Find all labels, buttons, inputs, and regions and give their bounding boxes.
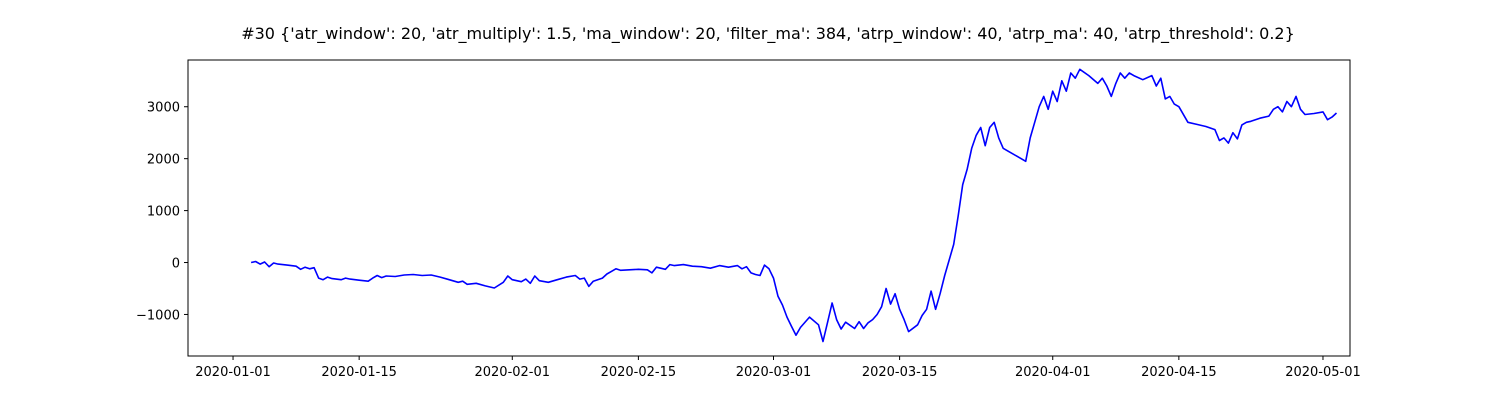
x-tick-label: 2020-03-01 xyxy=(736,365,812,380)
series-layer xyxy=(250,68,1338,343)
y-tick-label: 1000 xyxy=(147,205,180,220)
y-axis: −1000 0 1000 2000 3000 xyxy=(136,101,188,323)
x-tick-label: 2020-01-01 xyxy=(195,365,271,380)
x-tick-label: 2020-03-15 xyxy=(862,365,938,380)
y-tick-label: −1000 xyxy=(136,308,180,323)
x-tick-label: 2020-05-01 xyxy=(1285,365,1361,380)
plot-frame xyxy=(187,59,1351,357)
series-line-0 xyxy=(250,68,1338,343)
x-tick-label: 2020-04-15 xyxy=(1141,365,1217,380)
y-tick-label: 2000 xyxy=(147,153,180,168)
x-axis: 2020-01-01 2020-01-15 2020-02-01 2020-02-15… xyxy=(195,356,1361,380)
y-tick-label: 3000 xyxy=(147,101,180,116)
chart-title: #30 {'atr_window': 20, 'atr_multiply': 1… xyxy=(241,24,1295,44)
x-tick-label: 2020-02-15 xyxy=(601,365,677,380)
x-tick-label: 2020-02-01 xyxy=(474,365,550,380)
x-tick-label: 2020-01-15 xyxy=(321,365,397,380)
x-tick-label: 2020-04-01 xyxy=(1015,365,1091,380)
y-tick-label: 0 xyxy=(172,257,180,272)
